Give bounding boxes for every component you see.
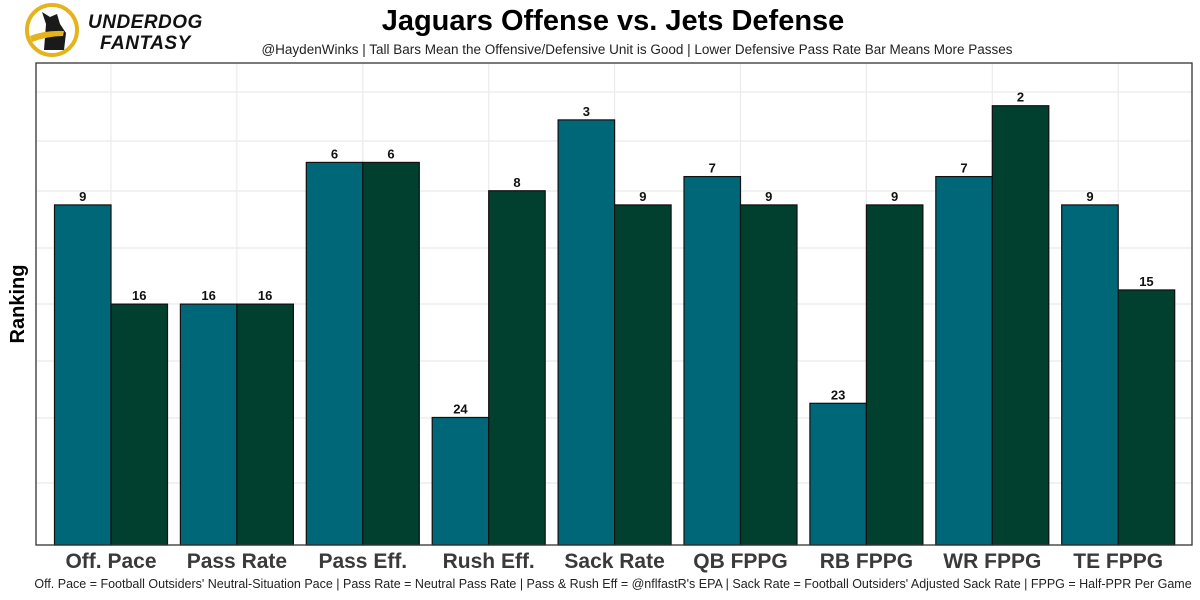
x-tick-label: WR FPPG — [943, 550, 1041, 573]
bars — [53, 105, 1176, 546]
x-tick-label: QB FPPG — [693, 550, 788, 573]
data-label: 9 — [639, 189, 646, 204]
chart-subtitle: @HaydenWinks | Tall Bars Mean the Offens… — [261, 42, 1012, 57]
bar-offense — [683, 175, 742, 546]
bar-defense — [362, 161, 420, 546]
data-label: 16 — [132, 288, 146, 303]
data-label: 9 — [891, 189, 898, 204]
x-axis-ticks: Off. Pace Pass Rate Pass Eff. Rush Eff. Sack… — [65, 550, 1163, 573]
data-label: 2 — [1017, 90, 1024, 105]
data-label: 6 — [331, 146, 338, 161]
x-tick-label: Pass Rate — [187, 550, 287, 573]
data-label: 16 — [201, 288, 215, 303]
data-labels: 9 16 16 16 6 6 24 8 3 9 7 9 23 9 7 2 9 15 — [79, 90, 1154, 417]
data-label: 7 — [709, 161, 716, 176]
bar-defense — [488, 190, 546, 546]
logo-text-line1: UNDERDOG — [88, 12, 203, 33]
underdog-fantasy-logo: UNDERDOG FANTASY — [25, 3, 203, 57]
data-label: 16 — [258, 288, 272, 303]
bar-offense — [809, 402, 868, 546]
data-label: 6 — [387, 146, 394, 161]
data-label: 23 — [831, 387, 845, 402]
logo-scarf-icon — [30, 30, 64, 42]
data-label: 9 — [79, 189, 86, 204]
data-label: 8 — [513, 175, 520, 190]
data-label: 9 — [765, 189, 772, 204]
plot-panel-border — [35, 62, 1193, 546]
bar-offense — [431, 416, 490, 546]
chart-title: Jaguars Offense vs. Jets Defense — [382, 5, 845, 37]
chart-caption: Off. Pace = Football Outsiders' Neutral-… — [34, 577, 1191, 591]
data-label: 9 — [1086, 189, 1093, 204]
x-tick-label: RB FPPG — [820, 550, 913, 573]
bar-defense — [739, 204, 798, 546]
data-label: 7 — [960, 161, 967, 176]
bar-defense — [991, 105, 1050, 546]
bar-offense — [53, 204, 112, 546]
bar-defense — [613, 204, 672, 546]
x-tick-label: Sack Rate — [564, 550, 664, 573]
data-label: 3 — [583, 104, 590, 119]
bar-defense — [1117, 289, 1176, 546]
bar-defense — [236, 303, 294, 546]
bar-offense — [305, 161, 364, 546]
bar-defense — [110, 303, 169, 546]
y-axis-label: Ranking — [7, 265, 29, 344]
x-tick-label: Pass Eff. — [318, 550, 407, 573]
bar-offense — [557, 119, 616, 546]
bar-offense — [179, 303, 238, 546]
x-tick-label: Off. Pace — [65, 550, 156, 573]
data-label: 15 — [1139, 274, 1153, 289]
x-tick-label: Rush Eff. — [443, 550, 535, 573]
x-tick-label: TE FPPG — [1073, 550, 1163, 573]
bar-offense — [1061, 204, 1119, 546]
bar-defense — [865, 204, 924, 546]
bar-offense — [935, 175, 993, 546]
logo-text-line2: FANTASY — [100, 33, 193, 54]
data-label: 24 — [453, 401, 468, 416]
